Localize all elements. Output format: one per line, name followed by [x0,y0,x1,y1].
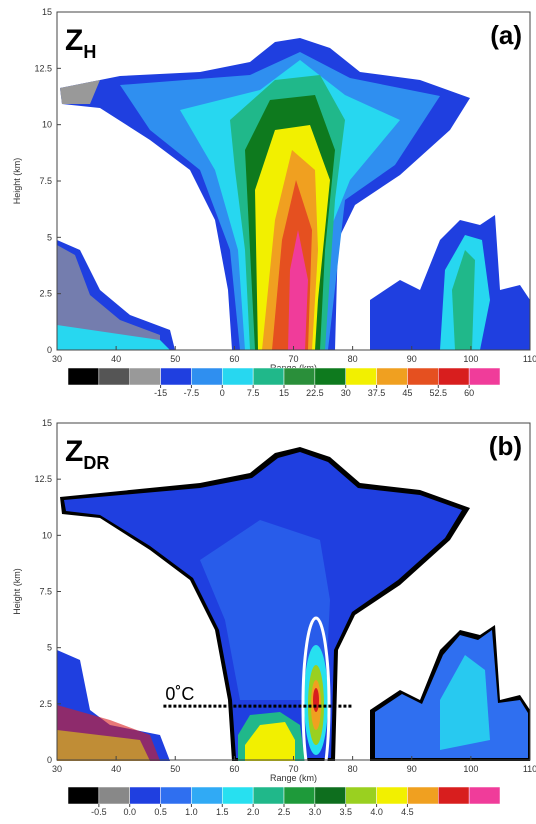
colorbar-swatch [314,367,346,386]
colorbar-label: 4.5 [401,807,414,817]
x-tick-label: 90 [407,764,417,774]
colorbar-label: 3.5 [339,807,352,817]
colorbar-swatch [407,367,439,386]
colorbar-label: 1.0 [185,807,198,817]
x-tick-label: 30 [52,764,62,774]
colorbar-label: 37.5 [368,388,386,398]
y-tick-label: 0 [47,755,52,765]
field-label: ZDR [65,435,109,473]
y-axis-label: Height (km) [12,568,22,615]
colorbar-swatch [98,367,130,386]
field-subscript: DR [83,453,109,473]
x-tick-label: 40 [111,354,121,364]
y-tick-label: 15 [42,418,52,428]
x-tick-label: 70 [288,354,298,364]
colorbar-label: 52.5 [430,388,448,398]
y-tick-label: 7.5 [39,176,52,186]
colorbar-label: -15 [154,388,167,398]
colorbar-label: 0 [220,388,225,398]
colorbar-label: 1.5 [216,807,229,817]
colorbar-swatch [160,786,192,805]
x-axis-label: Range (km) [270,773,317,783]
x-tick-label: 100 [463,354,478,364]
colorbar-swatch [252,786,285,805]
x-tick-label: 30 [52,354,62,364]
y-tick-label: 12.5 [34,474,52,484]
colorbar-label: 4.0 [370,807,383,817]
colorbar-label: 3.0 [309,807,322,817]
colorbar-swatch [252,367,285,386]
radar-field-a [57,38,530,350]
colorbar-label: 0.5 [154,807,167,817]
y-tick-label: 0 [47,345,52,355]
colorbar-label: 22.5 [306,388,324,398]
colorbar-swatch [191,786,223,805]
colorbar-label: 0.0 [123,807,136,817]
annotation: 0˚C [165,684,194,704]
x-tick-label: 90 [407,354,417,364]
colorbar-label: -0.5 [91,807,107,817]
colorbar-swatch [407,786,439,805]
x-tick-label: 50 [170,764,180,774]
colorbar-swatch [376,367,408,386]
x-tick-label: 40 [111,764,121,774]
y-tick-label: 10 [42,530,52,540]
colorbar-swatch [129,367,161,386]
colorbar-swatch [67,786,100,805]
field-name: Z [65,435,83,468]
colorbar-swatch [222,367,254,386]
field-name: Z [65,24,83,57]
field-label: ZH [65,24,96,62]
y-axis-label: Height (km) [12,158,22,205]
colorbar-swatch [222,786,254,805]
panel-label: (b) [489,431,522,461]
colorbar-swatch [345,367,377,386]
colorbar-label: 45 [402,388,412,398]
y-tick-label: 15 [42,7,52,17]
colorbar-swatch [468,367,501,386]
colorbar-swatch [129,786,161,805]
colorbar-swatch [314,786,346,805]
x-tick-label: 80 [348,764,358,774]
colorbar-swatch [345,786,377,805]
colorbar-swatch [67,367,100,386]
y-tick-label: 2.5 [39,289,52,299]
field-subscript: H [83,42,96,62]
colorbar-label: 30 [341,388,351,398]
colorbar-swatch [191,367,223,386]
x-tick-label: 60 [229,354,239,364]
colorbar-swatch [283,367,316,386]
colorbar-swatch [438,786,470,805]
y-tick-label: 5 [47,232,52,242]
colorbar-swatch [468,786,501,805]
colorbar-label: 2.5 [278,807,291,817]
colorbar-label: 60 [464,388,474,398]
x-tick-label: 100 [463,764,478,774]
colorbar-swatch [98,786,130,805]
x-tick-label: 60 [229,764,239,774]
colorbar-label: 2.0 [247,807,260,817]
y-tick-label: 5 [47,643,52,653]
x-tick-label: 80 [348,354,358,364]
colorbar-label: 7.5 [247,388,260,398]
colorbar-swatch [283,786,316,805]
radar-field-b [57,447,530,794]
panel-label: (a) [490,20,522,50]
colorbar-swatch [438,367,470,386]
colorbar-label: 15 [279,388,289,398]
x-tick-label: 70 [288,764,298,774]
x-tick-label: 110 [523,354,536,364]
y-tick-label: 12.5 [34,63,52,73]
x-tick-label: 110 [523,764,536,774]
y-tick-label: 7.5 [39,587,52,597]
y-tick-label: 2.5 [39,699,52,709]
colorbar-label: -7.5 [184,388,200,398]
colorbar-swatch [160,367,192,386]
y-tick-label: 10 [42,120,52,130]
colorbar-swatch [376,786,408,805]
x-tick-label: 50 [170,354,180,364]
